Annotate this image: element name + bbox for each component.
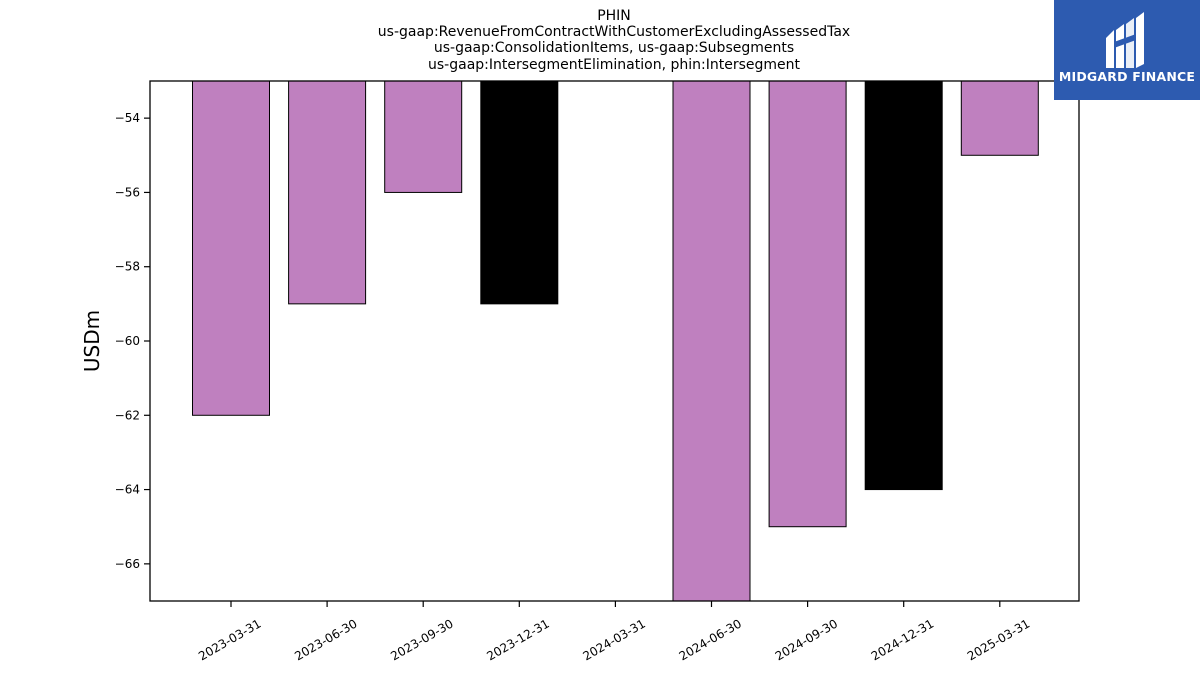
chart-title-line-3: us-gaap:ConsolidationItems, us-gaap:Subs…	[434, 40, 794, 56]
bar-2025-03-31	[960, 80, 1039, 156]
bar-2024-06-30	[672, 80, 751, 602]
bar-2024-09-30	[768, 80, 847, 528]
y-tick-label: −56	[115, 185, 140, 199]
x-tick-label: 2024-12-31	[869, 616, 936, 663]
y-tick-label: −58	[115, 260, 140, 274]
y-tick-label: −54	[115, 111, 140, 125]
bar-2023-06-30	[288, 80, 367, 305]
bar-series	[192, 80, 1039, 602]
x-axis-ticks: 2023-03-31 2023-06-30 2023-09-30 2023-12-31…	[196, 601, 1032, 663]
plot-area-frame	[149, 80, 1080, 602]
brand-name: MIDGARD FINANCE	[1058, 69, 1196, 84]
x-tick-label: 2023-06-30	[292, 616, 359, 663]
x-tick-label: 2023-09-30	[388, 616, 455, 663]
y-tick-label: −60	[115, 334, 140, 348]
bar-2023-12-31	[480, 80, 559, 305]
x-tick-label: 2024-09-30	[773, 616, 840, 663]
x-tick-label: 2023-03-31	[196, 616, 263, 663]
y-tick-label: −66	[115, 557, 140, 571]
x-tick-label: 2025-03-31	[965, 616, 1032, 663]
chart-title-line-2: us-gaap:RevenueFromContractWithCustomerE…	[378, 24, 850, 40]
midgard-logo-icon	[1106, 12, 1144, 68]
brand-logo: MIDGARD FINANCE	[1054, 0, 1200, 100]
x-tick-label: 2024-06-30	[677, 616, 744, 663]
x-tick-label: 2024-03-31	[580, 616, 647, 663]
chart-title-line-1: PHIN	[597, 8, 631, 24]
y-axis-ticks: −54 −56 −58 −60 −62 −64 −66	[115, 111, 150, 571]
x-tick-label: 2023-12-31	[484, 616, 551, 663]
chart-title-line-4: us-gaap:IntersegmentElimination, phin:In…	[428, 57, 800, 73]
y-axis-label: USDm	[80, 310, 104, 372]
y-tick-label: −64	[115, 483, 140, 497]
bar-2023-03-31	[192, 80, 270, 416]
bar-2024-12-31	[864, 80, 943, 491]
bar-2023-09-30	[384, 80, 463, 193]
chart-title: PHIN us-gaap:RevenueFromContractWithCust…	[378, 8, 850, 73]
y-tick-label: −62	[115, 408, 140, 422]
